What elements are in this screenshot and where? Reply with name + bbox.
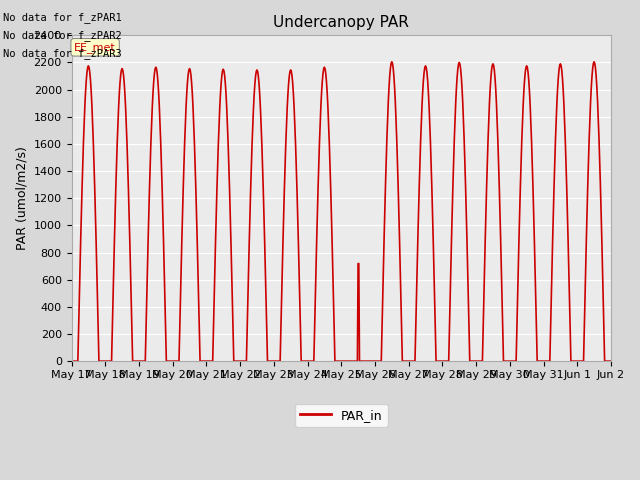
Text: No data for f_zPAR2: No data for f_zPAR2 — [3, 30, 122, 41]
Y-axis label: PAR (umol/m2/s): PAR (umol/m2/s) — [15, 146, 28, 250]
Legend: PAR_in: PAR_in — [295, 404, 388, 427]
Title: Undercanopy PAR: Undercanopy PAR — [273, 15, 409, 30]
Text: EE_met: EE_met — [74, 42, 116, 53]
Text: No data for f_zPAR1: No data for f_zPAR1 — [3, 12, 122, 23]
Text: No data for f_zPAR3: No data for f_zPAR3 — [3, 48, 122, 60]
